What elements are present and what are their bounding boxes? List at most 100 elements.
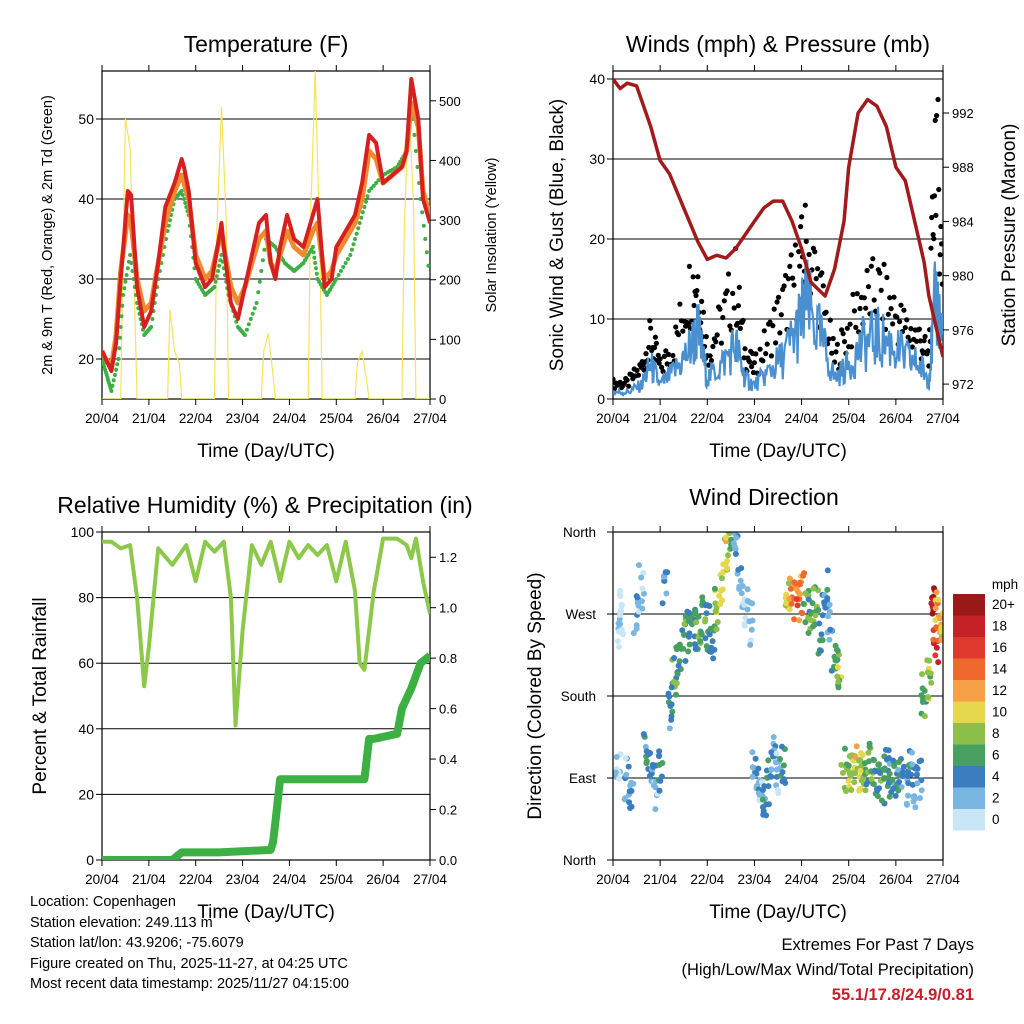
- gust-point: [677, 301, 683, 307]
- humidity-ytick-label: 60: [78, 655, 94, 671]
- dewpoint-point: [351, 242, 356, 247]
- direction-point: [917, 795, 923, 801]
- direction-point: [870, 756, 877, 763]
- gust-point: [902, 325, 908, 331]
- temperature-title: Temperature (F): [184, 31, 349, 57]
- gust-point: [713, 339, 719, 345]
- winds-xlabel: Time (Day/UTC): [709, 441, 847, 462]
- direction-point: [868, 776, 875, 783]
- direction-point: [738, 590, 745, 597]
- dewpoint-point: [341, 265, 346, 269]
- dewpoint-point: [369, 186, 374, 191]
- direction-point: [895, 787, 902, 794]
- direction-point: [744, 586, 751, 593]
- direction-point: [935, 596, 942, 603]
- direction-point: [856, 787, 863, 794]
- direction-point: [920, 696, 926, 703]
- direction-point: [635, 602, 642, 609]
- direction-point: [812, 612, 819, 619]
- direction-point: [614, 638, 621, 645]
- gust-point: [740, 317, 746, 323]
- gust-point: [938, 223, 943, 230]
- created-text: Figure created on Thu, 2025-11-27, at 04…: [30, 955, 348, 972]
- temperature-ytick-right-label: 0: [439, 392, 446, 407]
- direction-point: [876, 769, 883, 776]
- temperature-frame: [101, 70, 431, 400]
- direction-point: [933, 589, 940, 596]
- winds-ytick-right-label: 980: [952, 269, 974, 284]
- gust-point: [699, 298, 705, 304]
- dewpoint-point: [149, 325, 154, 329]
- humidity-xtick-label: 25/04: [319, 872, 353, 887]
- direction-point: [925, 694, 932, 701]
- gust-point: [939, 241, 943, 247]
- humidity-ytick-right-label: 0.0: [439, 853, 457, 868]
- gust-point: [787, 263, 793, 269]
- dewpoint-point: [110, 383, 115, 388]
- gust-point: [731, 305, 737, 311]
- gust-point: [870, 256, 876, 262]
- direction-point: [826, 601, 833, 608]
- direction-xtick-label: 23/04: [738, 872, 772, 887]
- dewpoint-point: [336, 273, 341, 277]
- gust-point: [802, 202, 808, 208]
- dewpoint-point: [424, 250, 429, 255]
- direction-point: [633, 625, 640, 632]
- gust-point: [827, 317, 833, 323]
- dewpoint-point: [339, 269, 343, 273]
- speed-legend-swatch: [953, 723, 985, 745]
- gust-point: [887, 295, 893, 301]
- direction-point: [848, 787, 855, 793]
- dewpoint-point: [421, 223, 426, 228]
- gust-point: [763, 351, 769, 357]
- direction-point: [818, 631, 825, 638]
- gust-point: [693, 292, 699, 299]
- winds-ytick-right-label: 988: [952, 160, 974, 175]
- direction-point: [673, 691, 679, 698]
- direction-point: [773, 782, 780, 789]
- direction-point: [613, 754, 620, 760]
- winds-series: [613, 78, 943, 398]
- speed-legend-swatch: [953, 637, 985, 659]
- gust-point: [812, 249, 818, 255]
- direction-point: [712, 600, 719, 607]
- direction-point: [691, 641, 698, 648]
- gust-point: [781, 283, 787, 289]
- direction-point: [697, 638, 704, 645]
- dewpoint-point: [415, 165, 420, 169]
- gust-point: [929, 214, 935, 221]
- direction-point: [695, 613, 702, 620]
- speed-legend-label: 14: [992, 662, 1008, 677]
- direction-point: [768, 773, 775, 780]
- direction-point: [876, 761, 882, 768]
- gust-point: [925, 348, 931, 354]
- direction-point: [706, 631, 713, 638]
- direction-point: [845, 762, 852, 769]
- direction-point: [824, 586, 831, 593]
- dewpoint-point: [112, 373, 117, 377]
- direction-point: [914, 765, 921, 772]
- gust-point: [897, 319, 903, 325]
- direction-point: [929, 610, 936, 617]
- dewpoint-point: [183, 201, 188, 205]
- direction-point: [937, 615, 943, 622]
- gust-point: [791, 282, 797, 288]
- dewpoint-point: [343, 261, 348, 265]
- direction-point: [852, 770, 859, 777]
- direction-point: [772, 759, 779, 766]
- direction-point: [760, 787, 766, 793]
- gust-point: [661, 353, 668, 359]
- direction-point: [878, 797, 885, 804]
- gust-point: [857, 305, 863, 312]
- direction-point: [703, 643, 710, 650]
- direction-ytick-label: West: [565, 607, 596, 622]
- direction-point: [908, 771, 915, 778]
- direction-point: [639, 585, 646, 592]
- dewpoint-point: [121, 293, 126, 297]
- direction-point: [889, 776, 896, 783]
- gust-point: [777, 330, 783, 336]
- direction-point: [748, 626, 755, 633]
- direction-point: [793, 586, 800, 593]
- direction-point: [900, 763, 907, 770]
- direction-point: [768, 766, 775, 773]
